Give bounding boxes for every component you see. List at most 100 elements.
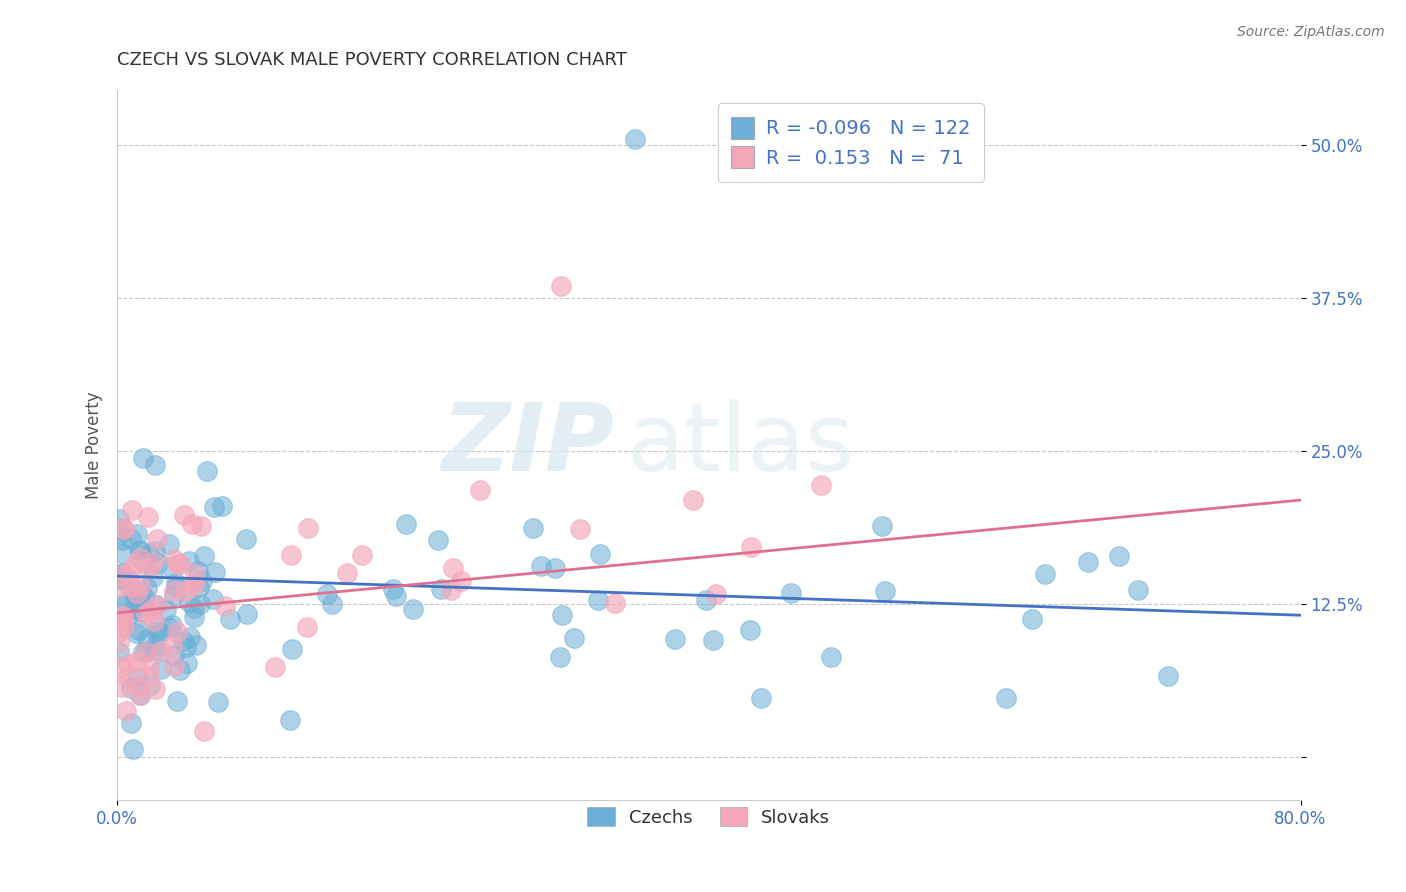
Point [120, 532, 142, 546]
Point [120, 716, 142, 731]
Point [336, 566, 359, 581]
Point [135, 607, 157, 621]
Point [569, 522, 592, 536]
Point [295, 620, 318, 634]
Point [108, 522, 131, 536]
Point [870, 519, 893, 533]
Point [142, 569, 165, 583]
Point [127, 654, 149, 668]
Point [522, 521, 544, 535]
Point [136, 510, 159, 524]
Point [117, 657, 139, 671]
Point [136, 632, 159, 646]
Point [207, 695, 229, 709]
Point [125, 526, 148, 541]
Point [159, 559, 181, 574]
Point [111, 610, 134, 624]
Point [468, 483, 491, 497]
Point [450, 574, 472, 588]
Point [107, 624, 129, 639]
Point [548, 650, 571, 665]
Point [382, 582, 405, 596]
Point [193, 723, 215, 738]
Point [115, 704, 138, 718]
Point [143, 598, 166, 612]
Point [440, 582, 463, 597]
Point [167, 557, 190, 571]
Point [749, 690, 772, 705]
Point [149, 626, 172, 640]
Point [146, 625, 169, 640]
Point [201, 591, 224, 606]
Point [173, 508, 195, 522]
Point [184, 638, 207, 652]
Point [1033, 566, 1056, 581]
Point [124, 586, 146, 600]
Point [149, 644, 172, 658]
Point [177, 595, 200, 609]
Point [297, 521, 319, 535]
Point [188, 597, 211, 611]
Point [129, 543, 152, 558]
Point [115, 609, 138, 624]
Point [139, 603, 162, 617]
Point [145, 681, 167, 696]
Point [127, 672, 149, 686]
Point [1021, 612, 1043, 626]
Point [738, 623, 761, 637]
Point [108, 635, 131, 649]
Point [122, 742, 145, 756]
Point [187, 564, 209, 578]
Point [163, 583, 186, 598]
Point [129, 585, 152, 599]
Point [143, 543, 166, 558]
Point [163, 648, 186, 663]
Point [127, 586, 149, 600]
Point [117, 670, 139, 684]
Point [120, 681, 142, 696]
Point [112, 521, 135, 535]
Point [121, 503, 143, 517]
Point [112, 620, 135, 634]
Point [441, 560, 464, 574]
Point [820, 649, 842, 664]
Point [235, 607, 257, 622]
Point [191, 574, 214, 589]
Point [135, 582, 157, 596]
Point [127, 680, 149, 694]
Point [166, 624, 188, 639]
Point [138, 560, 160, 574]
Point [132, 591, 155, 605]
Point [107, 528, 129, 542]
Point [810, 477, 832, 491]
Point [139, 678, 162, 692]
Point [125, 591, 148, 605]
Point [128, 544, 150, 558]
Point [385, 589, 408, 603]
Point [429, 582, 451, 596]
Point [114, 599, 136, 614]
Point [177, 554, 200, 568]
Point [169, 557, 191, 571]
Point [184, 567, 207, 582]
Point [235, 532, 257, 546]
Point [159, 621, 181, 635]
Point [163, 589, 186, 603]
Point [173, 584, 195, 599]
Point [157, 536, 180, 550]
Point [145, 458, 167, 473]
Point [704, 587, 727, 601]
Point [131, 450, 153, 465]
Point [129, 689, 152, 703]
Point [183, 576, 205, 591]
Point [995, 691, 1018, 706]
Point [110, 660, 132, 674]
Point [174, 640, 197, 654]
Point [111, 533, 134, 547]
Point [107, 571, 129, 585]
Point [193, 549, 215, 563]
Point [281, 641, 304, 656]
Point [204, 500, 226, 514]
Point [112, 547, 135, 561]
Point [124, 602, 146, 616]
